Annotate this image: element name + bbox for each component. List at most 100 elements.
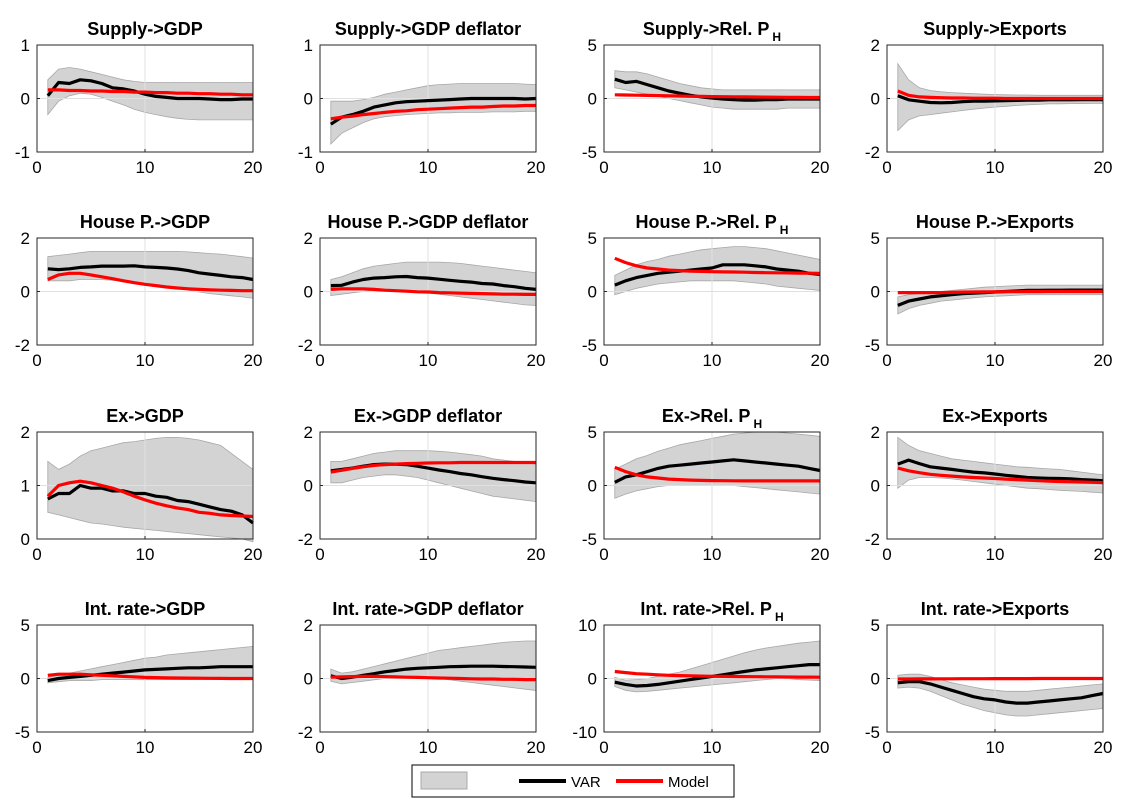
x-tick-label: 20 bbox=[527, 738, 546, 757]
panel-title: Int. rate->Exports bbox=[921, 599, 1070, 619]
y-tick-label: -5 bbox=[582, 336, 597, 355]
var-series-line bbox=[47, 665, 253, 683]
y-tick-label: 1 bbox=[304, 36, 313, 55]
y-tick-label: -10 bbox=[572, 723, 597, 742]
var-series-line bbox=[329, 96, 537, 126]
x-tick-label: 0 bbox=[32, 158, 41, 177]
panel-title: Supply->Exports bbox=[923, 19, 1067, 39]
x-tick-label: 20 bbox=[811, 738, 830, 757]
panel-title-subscript: H bbox=[753, 417, 762, 431]
legend: VAR Model bbox=[411, 764, 735, 798]
y-tick-label: 1 bbox=[21, 477, 30, 496]
x-tick-label: 0 bbox=[315, 351, 324, 370]
x-tick-label: 0 bbox=[882, 545, 891, 564]
x-tick-label: 0 bbox=[599, 158, 608, 177]
x-tick-label: 10 bbox=[986, 545, 1005, 564]
x-tick-label: 0 bbox=[882, 158, 891, 177]
y-tick-label: 2 bbox=[871, 36, 880, 55]
y-tick-label: -5 bbox=[15, 723, 30, 742]
y-tick-label: 5 bbox=[21, 616, 30, 635]
x-tick-label: 10 bbox=[986, 351, 1005, 370]
x-tick-label: 20 bbox=[1094, 545, 1113, 564]
x-tick-label: 20 bbox=[244, 158, 263, 177]
y-tick-label: -1 bbox=[15, 143, 30, 162]
y-tick-label: 0 bbox=[304, 90, 313, 109]
y-tick-label: 10 bbox=[578, 616, 597, 635]
x-tick-label: 10 bbox=[703, 738, 722, 757]
y-tick-label: -5 bbox=[582, 530, 597, 549]
y-tick-label: -2 bbox=[865, 143, 880, 162]
x-tick-label: 10 bbox=[986, 158, 1005, 177]
panel-title-subscript: H bbox=[772, 30, 781, 44]
legend-model-label: Model bbox=[668, 774, 709, 791]
panel-9: 0 10 20 0 1 2 Ex->GDP bbox=[21, 406, 263, 564]
y-tick-label: 1 bbox=[21, 36, 30, 55]
panel-title: Ex->GDP deflator bbox=[354, 406, 502, 426]
x-tick-label: 0 bbox=[882, 351, 891, 370]
y-tick-label: 0 bbox=[588, 477, 597, 496]
y-tick-label: 0 bbox=[304, 283, 313, 302]
y-tick-label: -5 bbox=[865, 336, 880, 355]
var-series-line bbox=[614, 263, 821, 287]
x-tick-label: 10 bbox=[419, 351, 438, 370]
y-tick-label: 5 bbox=[588, 423, 597, 442]
model-series-line bbox=[614, 93, 820, 100]
panel-title-subscript: H bbox=[775, 610, 784, 624]
x-tick-label: 20 bbox=[811, 158, 830, 177]
var-series-line bbox=[47, 264, 254, 282]
x-tick-label: 0 bbox=[315, 738, 324, 757]
x-tick-label: 0 bbox=[32, 351, 41, 370]
panel-title: Int. rate->GDP deflator bbox=[332, 599, 523, 619]
panel-title: Supply->GDP deflator bbox=[335, 19, 521, 39]
x-tick-label: 0 bbox=[599, 545, 608, 564]
y-tick-label: 2 bbox=[871, 423, 880, 442]
model-series-line bbox=[897, 466, 1104, 485]
x-tick-label: 0 bbox=[599, 738, 608, 757]
x-tick-label: 10 bbox=[419, 158, 438, 177]
model-series-line bbox=[46, 479, 254, 519]
x-tick-label: 20 bbox=[811, 545, 830, 564]
x-tick-label: 20 bbox=[527, 351, 546, 370]
x-tick-label: 0 bbox=[32, 545, 41, 564]
panel-title: House P.->Exports bbox=[916, 212, 1074, 232]
model-series-line bbox=[614, 465, 820, 483]
y-tick-label: 0 bbox=[304, 477, 313, 496]
model-series-line bbox=[47, 271, 253, 293]
model-series-line bbox=[614, 669, 821, 679]
x-tick-label: 10 bbox=[136, 158, 155, 177]
y-tick-label: 2 bbox=[21, 229, 30, 248]
x-tick-label: 20 bbox=[244, 351, 263, 370]
y-tick-label: 2 bbox=[304, 423, 313, 442]
y-tick-label: 0 bbox=[871, 283, 880, 302]
x-tick-label: 0 bbox=[599, 351, 608, 370]
panel-title-subscript: H bbox=[780, 223, 789, 237]
y-tick-label: -2 bbox=[298, 530, 313, 549]
model-series-line bbox=[614, 256, 821, 275]
x-tick-label: 20 bbox=[527, 545, 546, 564]
x-tick-label: 20 bbox=[527, 158, 546, 177]
model-series-line bbox=[897, 676, 1103, 681]
x-tick-label: 20 bbox=[811, 351, 830, 370]
y-tick-label: 0 bbox=[871, 477, 880, 496]
var-series-line bbox=[897, 458, 1104, 483]
y-tick-label: 0 bbox=[588, 670, 597, 689]
var-series-line bbox=[614, 458, 821, 484]
y-tick-label: -1 bbox=[298, 143, 313, 162]
y-tick-label: 0 bbox=[304, 670, 313, 689]
y-tick-label: 0 bbox=[588, 283, 597, 302]
